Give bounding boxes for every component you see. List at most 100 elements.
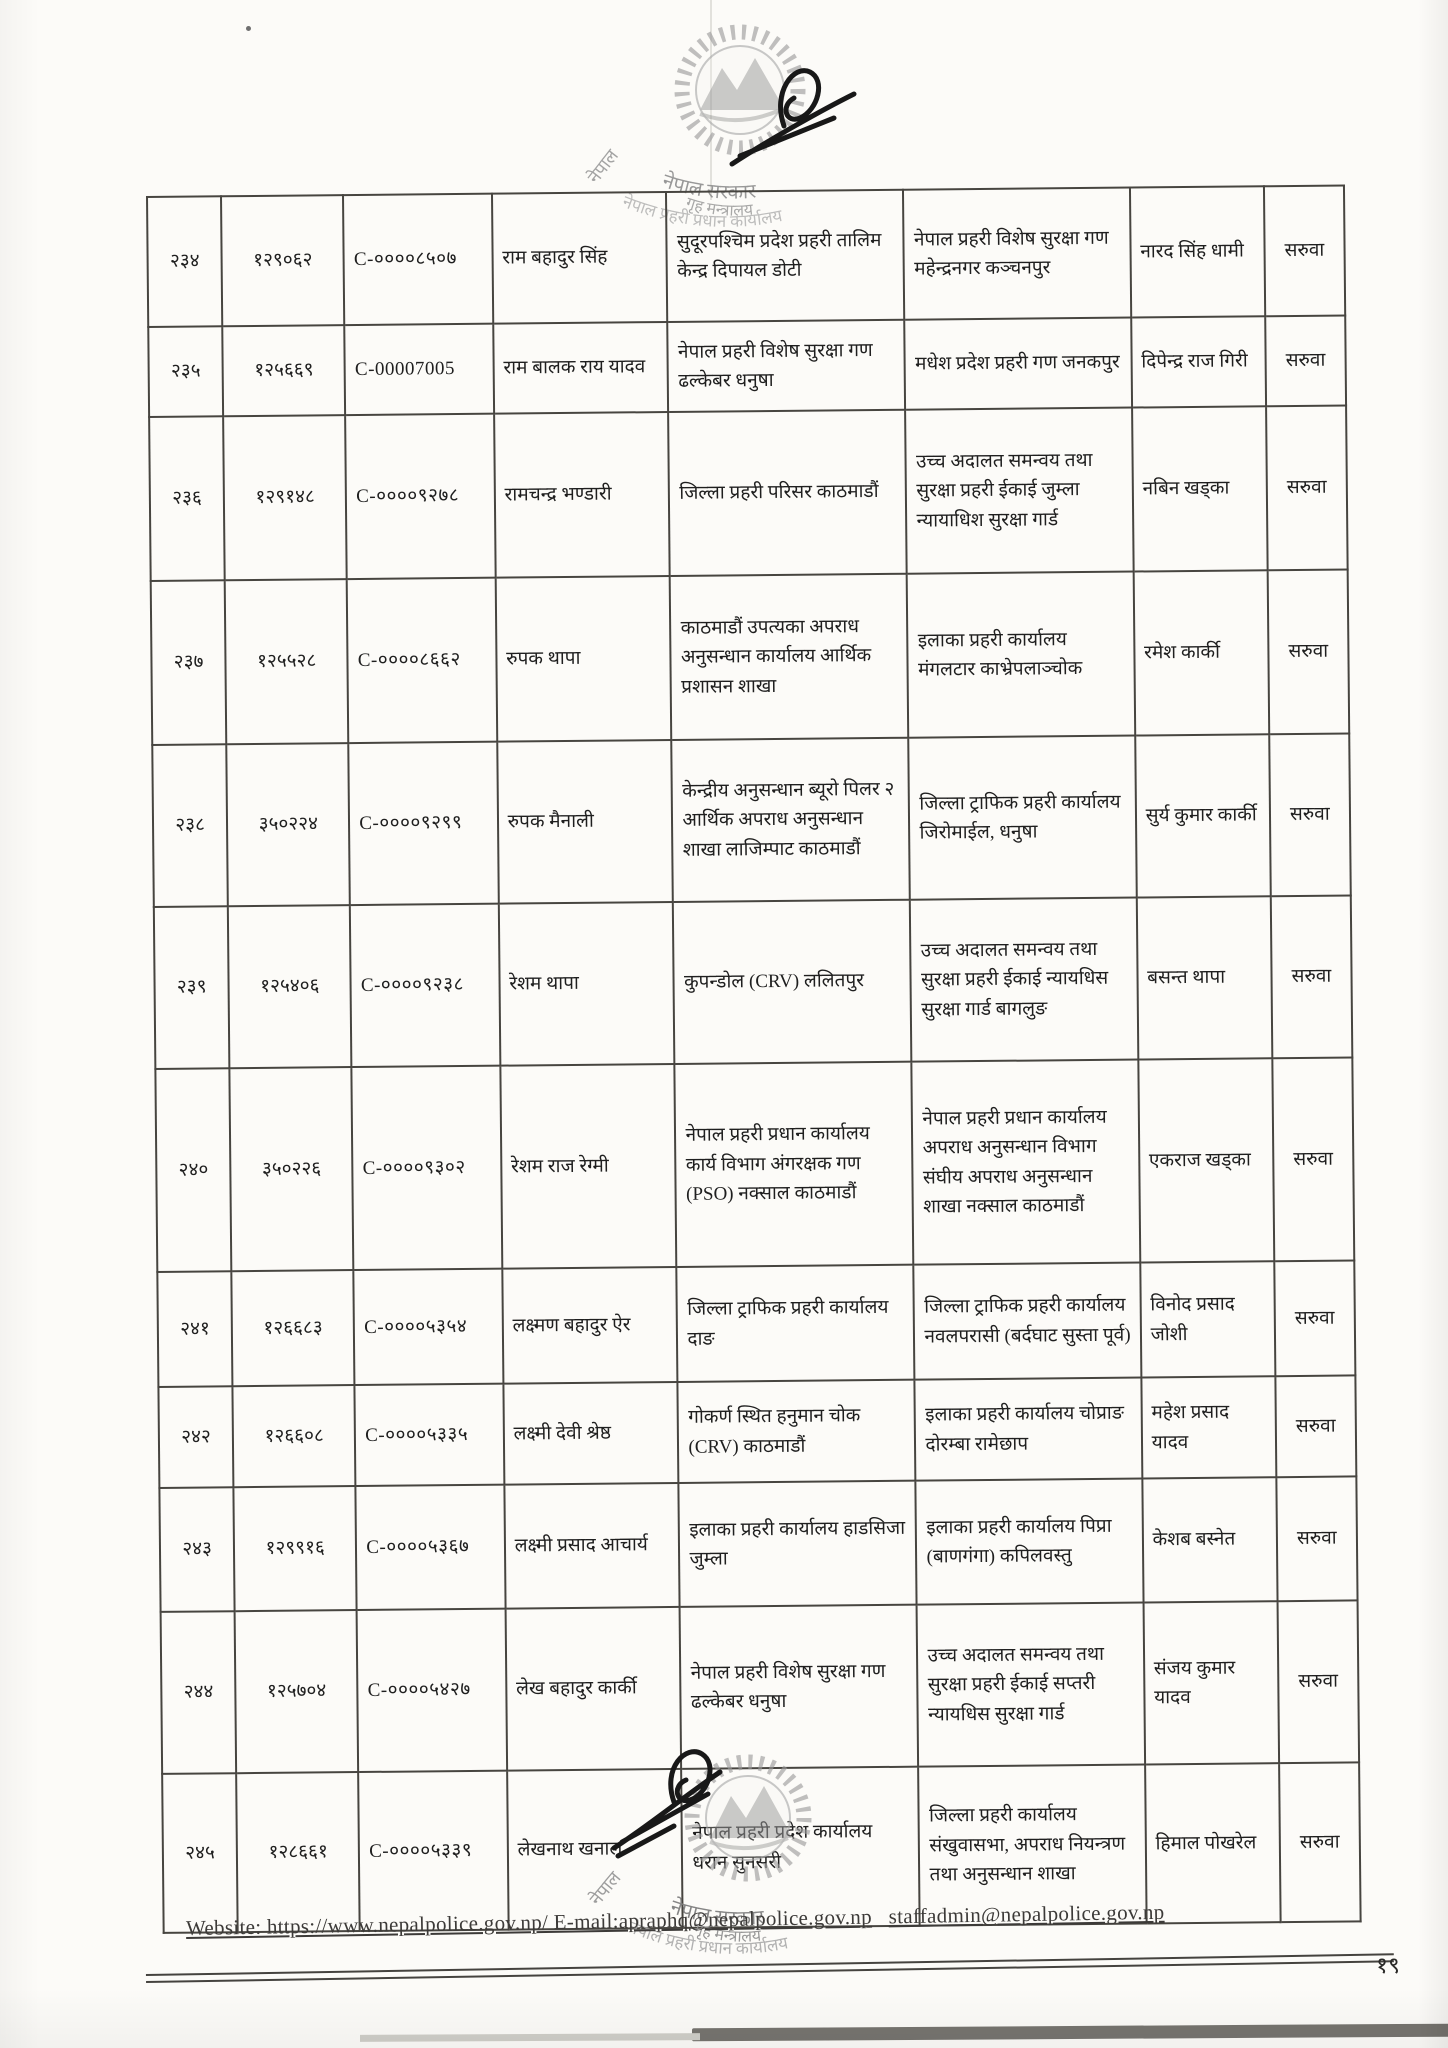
table-row: २३५ १२५६६९ C-00007005 राम बालक राय यादव नेपा… <box>148 315 1347 417</box>
cell-new_office: इलाका प्रहरी कार्यालय पिप्रा (बाणगंगा) क… <box>915 1478 1144 1605</box>
cell-code_no: C-००००५३३५ <box>354 1383 505 1487</box>
cell-code_no: C-००००९२७८ <box>345 413 496 580</box>
cell-approver: एकराज खड्का <box>1138 1058 1275 1263</box>
cell-new_office: मधेश प्रदेश प्रहरी गण जनकपुर <box>904 317 1132 410</box>
cell-sn: २३७ <box>150 580 227 745</box>
transfer-table: २३४ १२९०६२ C-००००८५०७ राम बहादुर सिंह सुदूरप… <box>146 184 1362 1933</box>
emblem-side-word: नेपाल <box>583 144 623 187</box>
cell-new_office: जिल्ला ट्राफिक प्रहरी कार्यालय नवलपरासी … <box>913 1262 1142 1380</box>
table-row: २३८ ३५०२२४ C-००००९२९९ रुपक मैनाली केन्द्रीय … <box>152 733 1351 907</box>
cell-action: सरुवा <box>1270 895 1353 1059</box>
cell-reg_no: १२६६८३ <box>231 1270 355 1387</box>
cell-name: रुपक थापा <box>495 575 672 742</box>
cell-sn: २३४ <box>147 196 223 327</box>
cell-name: रुपक मैनाली <box>496 739 674 904</box>
cell-new_office: इलाका प्रहरी कार्यालय मंगलटार काभ्रेपलाञ… <box>907 571 1135 738</box>
scan-edge-shadow <box>691 2023 1448 2042</box>
scan-speck <box>246 26 251 31</box>
table-row: २४४ १२५७०४ C-००००५४२७ लेख बहादुर कार्की नेपा… <box>160 1600 1360 1774</box>
cell-action: सरुवा <box>1267 569 1350 735</box>
cell-name: रेशम थापा <box>498 901 675 1066</box>
cell-name: लेखनाथ खनाल <box>506 1768 684 1930</box>
cell-action: सरुवा <box>1272 1057 1355 1262</box>
footer-rule <box>145 1953 1394 1983</box>
cell-action: सरुवा <box>1263 185 1346 317</box>
cell-sn: २३८ <box>152 744 229 907</box>
cell-new_office: नेपाल प्रहरी प्रधान कार्यालय अपराध अनुसन… <box>911 1059 1140 1265</box>
cell-action: सरुवा <box>1264 315 1347 407</box>
cell-new_office: उच्च अदालत समन्वय तथा सुरक्षा प्रहरी ईका… <box>910 897 1139 1062</box>
cell-reg_no: १२५५२८ <box>224 579 349 745</box>
cell-code_no: C-००००८६६२ <box>346 577 497 744</box>
wreath-emblem-icon <box>674 24 806 156</box>
cell-new_office: इलाका प्रहरी कार्यालय चोप्राङ दोरम्बा रा… <box>914 1377 1143 1481</box>
mountain-icon <box>700 58 784 110</box>
page-number: १९ <box>1376 1953 1400 1978</box>
cell-reg_no: १२९०६२ <box>221 195 345 327</box>
table-row: २४० ३५०२२६ C-००००९३०२ रेशम राज रेग्मी नेपाल … <box>155 1057 1355 1272</box>
cell-sn: २४० <box>155 1068 232 1272</box>
cell-code_no: C-००००५३३९ <box>358 1770 509 1932</box>
transfer-table-wrap: २३४ १२९०६२ C-००००८५०७ राम बहादुर सिंह सुदूरप… <box>146 184 1362 1933</box>
transfer-table-body: २३४ १२९०६२ C-००००८५०७ राम बहादुर सिंह सुदूरप… <box>147 185 1361 1933</box>
cell-code_no: C-००००९३०२ <box>351 1065 503 1271</box>
cell-current_office: जिल्ला ट्राफिक प्रहरी कार्यालय दाङ <box>676 1264 915 1382</box>
cell-sn: २३५ <box>148 326 224 417</box>
cell-reg_no: १२५४०६ <box>228 905 352 1069</box>
cell-current_office: नेपाल प्रहरी विशेष सुरक्षा गण ढल्केबर धन… <box>667 319 906 412</box>
table-row: २३४ १२९०६२ C-००००८५०७ राम बहादुर सिंह सुदूरप… <box>147 185 1346 327</box>
cell-new_office: उच्च अदालत समन्वय तथा सुरक्षा प्रहरी ईका… <box>917 1602 1145 1767</box>
cell-action: सरुवा <box>1274 1260 1356 1377</box>
cell-new_office: नेपाल प्रहरी विशेष सुरक्षा गण महेन्द्रनग… <box>903 187 1131 320</box>
cell-code_no: C-००००५४२७ <box>356 1608 507 1773</box>
cell-action: सरुवा <box>1276 1476 1358 1602</box>
table-row: २४३ १२९९१६ C-००००५३६७ लक्ष्मी प्रसाद आचार्य… <box>159 1476 1358 1612</box>
cell-reg_no: १२९९१६ <box>233 1486 357 1612</box>
cell-reg_no: ३५०२२६ <box>229 1067 354 1272</box>
cell-name: राम बालक राय यादव <box>492 321 669 414</box>
cell-name: लक्ष्मी प्रसाद आचार्य <box>504 1482 681 1609</box>
signature-scribble-icon <box>729 68 857 167</box>
table-row: २३७ १२५५२८ C-००००८६६२ रुपक थापा काठमाडौं उपत… <box>150 569 1350 745</box>
cell-code_no: C-००००९२९९ <box>348 741 499 906</box>
cell-approver: नारद सिंह धामी <box>1129 186 1265 318</box>
cell-current_office: नेपाल प्रहरी प्रधान कार्यालय कार्य विभाग… <box>674 1061 914 1267</box>
cell-sn: २३९ <box>153 906 230 1069</box>
cell-reg_no: १२९१४८ <box>223 415 347 581</box>
cell-name: लेख बहादुर कार्की <box>505 1606 682 1771</box>
cell-action: सरुवा <box>1265 405 1348 571</box>
table-row: २४१ १२६६८३ C-००००५३५४ लक्ष्मण बहादुर ऐर जिल्… <box>157 1260 1356 1387</box>
cell-sn: २४२ <box>158 1386 234 1488</box>
cell-sn: २३६ <box>149 416 225 581</box>
cell-new_office: जिल्ला ट्राफिक प्रहरी कार्यालय जिरोमाईल,… <box>908 735 1137 900</box>
cell-approver: संजय कुमार यादव <box>1143 1601 1279 1765</box>
cell-sn: २४१ <box>157 1271 233 1387</box>
cell-approver: दिपेन्द्र राज गिरी <box>1130 316 1266 408</box>
cell-reg_no: ३५०२२४ <box>226 743 351 907</box>
cell-approver: नबिन खड्का <box>1131 406 1268 572</box>
table-row: २३६ १२९१४८ C-००००९२७८ रामचन्द्र भण्डारी जिल्… <box>149 405 1348 581</box>
footer-staff-email: staffadmin@nepalpolice.gov.np <box>888 1899 1165 1929</box>
cell-name: लक्ष्मण बहादुर ऐर <box>502 1266 678 1384</box>
cell-approver: सुर्य कुमार कार्की <box>1134 734 1271 898</box>
table-row: २३९ १२५४०६ C-००००९२३८ रेशम थापा कुपन्डोल (CR… <box>153 895 1353 1069</box>
cell-reg_no: १२५६६९ <box>222 325 346 417</box>
cell-approver: महेश प्रसाद यादव <box>1141 1376 1277 1479</box>
cell-reg_no: १२६६०८ <box>232 1385 356 1488</box>
cell-current_office: सुदूरपश्चिम प्रदेश प्रहरी तालिम केन्द्र … <box>666 189 905 322</box>
cell-name: लक्ष्मी देवी श्रेष्ठ <box>503 1381 679 1485</box>
cell-current_office: केन्द्रीय अनुसन्धान ब्यूरो पिलर २ आर्थिक… <box>671 737 911 902</box>
cell-current_office: कुपन्डोल (CRV) ललितपुर <box>673 899 912 1064</box>
cell-new_office: उच्च अदालत समन्वय तथा सुरक्षा प्रहरी ईका… <box>905 407 1134 574</box>
cell-action: सरुवा <box>1268 733 1351 897</box>
cell-sn: २४५ <box>162 1773 238 1933</box>
cell-code_no: C-००००५३६७ <box>355 1484 506 1611</box>
cell-current_office: नेपाल प्रहरी विशेष सुरक्षा गण ढल्केबर धन… <box>680 1604 919 1769</box>
cell-action: सरुवा <box>1277 1600 1360 1764</box>
cell-name: राम बहादुर सिंह <box>491 192 668 324</box>
table-row: २४२ १२६६०८ C-००००५३३५ लक्ष्मी देवी श्रेष्ठ ग… <box>158 1375 1357 1488</box>
cell-current_office: इलाका प्रहरी कार्यालय हाडसिजा जुम्ला <box>678 1480 918 1607</box>
cell-name: रामचन्द्र भण्डारी <box>493 411 671 578</box>
cell-approver: बसन्त थापा <box>1136 896 1273 1060</box>
